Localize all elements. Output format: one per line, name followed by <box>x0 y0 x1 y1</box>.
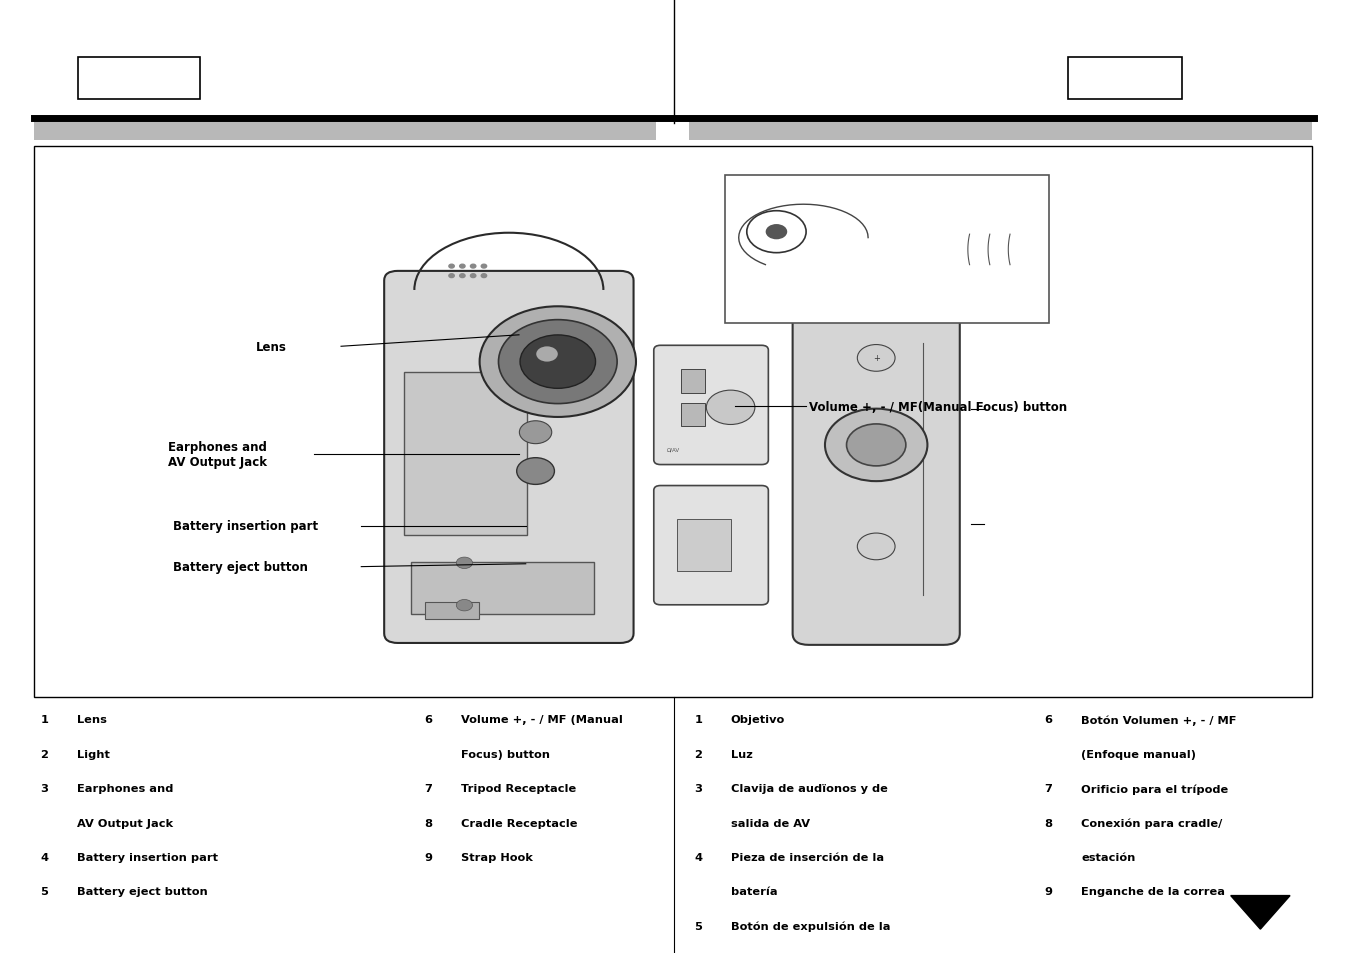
Text: Battery insertion part: Battery insertion part <box>77 852 218 862</box>
Circle shape <box>516 458 554 485</box>
Text: Earphones and
AV Output Jack: Earphones and AV Output Jack <box>168 440 267 469</box>
Text: salida de AV: salida de AV <box>731 818 810 827</box>
Text: 2: 2 <box>694 749 702 759</box>
Bar <box>677 519 731 572</box>
Text: Pieza de inserción de la: Pieza de inserción de la <box>731 852 884 862</box>
Polygon shape <box>1231 896 1290 929</box>
Text: Enganche de la correa: Enganche de la correa <box>1081 886 1225 896</box>
Circle shape <box>520 335 596 389</box>
Text: +: + <box>872 354 880 363</box>
Circle shape <box>857 345 895 372</box>
Text: Battery eject button: Battery eject button <box>173 560 307 574</box>
Text: Luz: Luz <box>731 749 752 759</box>
Text: Volume +, - / MF (Manual: Volume +, - / MF (Manual <box>461 715 623 724</box>
Text: 9: 9 <box>425 852 433 862</box>
Circle shape <box>537 347 558 362</box>
Circle shape <box>519 421 551 444</box>
Bar <box>404 373 527 535</box>
Text: 8: 8 <box>1045 818 1053 827</box>
Circle shape <box>460 265 465 269</box>
Circle shape <box>480 307 636 417</box>
Circle shape <box>499 320 617 404</box>
Circle shape <box>456 558 472 569</box>
Bar <box>425 602 479 619</box>
Bar <box>1068 58 1182 100</box>
Circle shape <box>449 265 454 269</box>
Text: batería: batería <box>731 886 778 896</box>
Text: Strap Hook: Strap Hook <box>461 852 532 862</box>
Bar <box>78 58 200 100</box>
Text: 7: 7 <box>425 783 433 793</box>
Text: AV Output Jack: AV Output Jack <box>77 818 173 827</box>
Text: Tripod Receptacle: Tripod Receptacle <box>461 783 576 793</box>
Bar <box>681 403 705 427</box>
Text: Ω/AV: Ω/AV <box>667 447 681 452</box>
Bar <box>34 116 656 141</box>
Circle shape <box>481 265 487 269</box>
Text: Conexión para cradle/: Conexión para cradle/ <box>1081 818 1223 828</box>
Circle shape <box>481 274 487 278</box>
Text: estación: estación <box>1081 852 1135 862</box>
Text: 4: 4 <box>40 852 49 862</box>
Text: 5: 5 <box>694 921 702 930</box>
Text: Clavija de audïonos y de: Clavija de audïonos y de <box>731 783 887 793</box>
Text: 2: 2 <box>40 749 49 759</box>
Bar <box>689 116 1312 141</box>
Text: Lens: Lens <box>256 340 287 354</box>
Text: Botón Volumen +, - / MF: Botón Volumen +, - / MF <box>1081 715 1236 725</box>
Text: 9: 9 <box>1045 886 1053 896</box>
Circle shape <box>460 274 465 278</box>
FancyBboxPatch shape <box>793 260 960 645</box>
Text: 1: 1 <box>40 715 49 724</box>
Circle shape <box>825 409 927 481</box>
FancyBboxPatch shape <box>654 346 768 465</box>
Circle shape <box>706 391 755 425</box>
Text: Battery eject button: Battery eject button <box>77 886 208 896</box>
Circle shape <box>470 274 476 278</box>
Bar <box>681 370 705 394</box>
Circle shape <box>857 534 895 560</box>
Text: Focus) button: Focus) button <box>461 749 550 759</box>
Circle shape <box>449 274 454 278</box>
Text: Cradle Receptacle: Cradle Receptacle <box>461 818 577 827</box>
FancyBboxPatch shape <box>654 486 768 605</box>
Bar <box>725 176 1049 324</box>
Bar <box>34 147 1312 698</box>
Text: Light: Light <box>77 749 109 759</box>
Text: Objetivo: Objetivo <box>731 715 785 724</box>
Text: 6: 6 <box>425 715 433 724</box>
Circle shape <box>456 599 472 611</box>
Text: Lens: Lens <box>77 715 106 724</box>
Text: 3: 3 <box>694 783 702 793</box>
Circle shape <box>847 424 906 466</box>
Text: Earphones and: Earphones and <box>77 783 173 793</box>
Text: Botón de expulsión de la: Botón de expulsión de la <box>731 921 890 931</box>
Text: Battery insertion part: Battery insertion part <box>173 519 318 533</box>
Circle shape <box>470 265 476 269</box>
Text: 1: 1 <box>694 715 702 724</box>
Text: 7: 7 <box>1045 783 1053 793</box>
Text: (Enfoque manual): (Enfoque manual) <box>1081 749 1196 759</box>
Text: 8: 8 <box>425 818 433 827</box>
Bar <box>411 562 593 615</box>
FancyBboxPatch shape <box>384 272 634 643</box>
Text: 5: 5 <box>40 886 49 896</box>
Text: Orificio para el trípode: Orificio para el trípode <box>1081 783 1228 794</box>
Circle shape <box>766 225 787 240</box>
Text: 6: 6 <box>1045 715 1053 724</box>
Text: 4: 4 <box>694 852 702 862</box>
Text: 3: 3 <box>40 783 49 793</box>
Text: Volume +, - / MF(Manual Focus) button: Volume +, - / MF(Manual Focus) button <box>809 400 1066 414</box>
